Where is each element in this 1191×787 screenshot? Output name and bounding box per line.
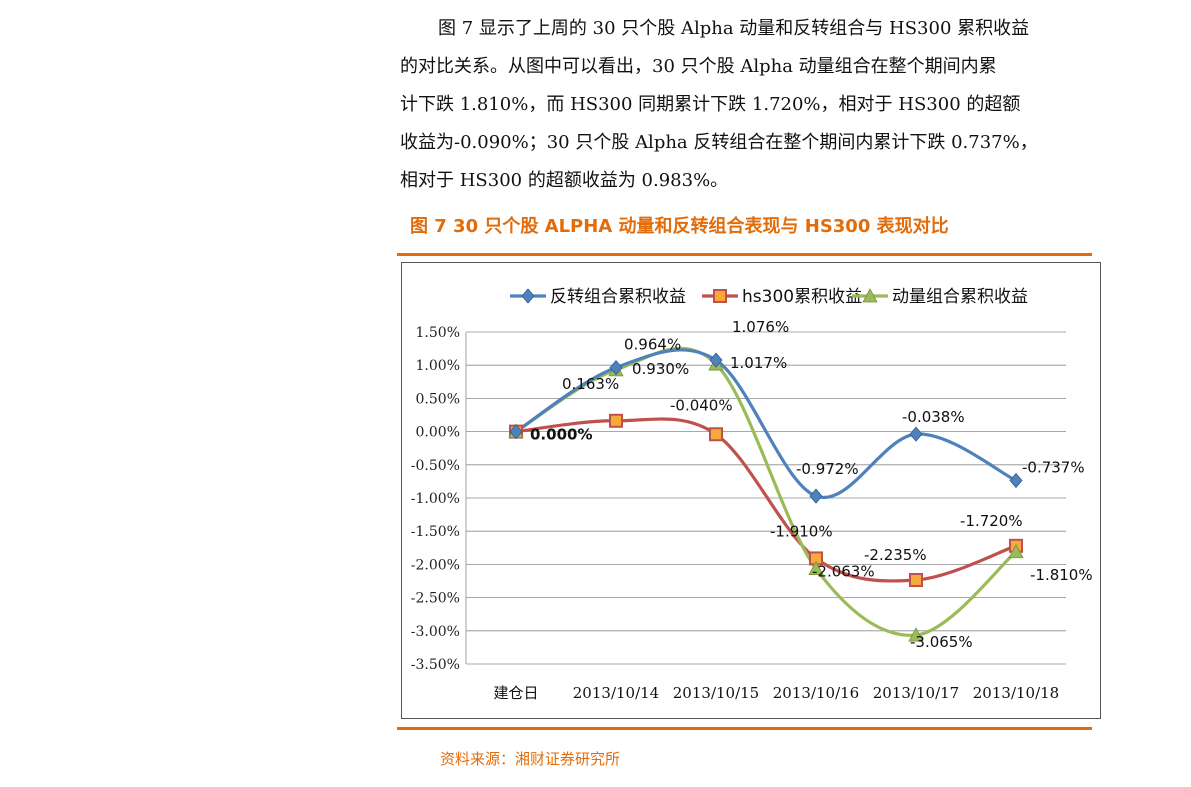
x-tick-label: 建仓日	[493, 684, 538, 702]
data-point	[909, 426, 923, 442]
data-point	[909, 573, 923, 588]
y-tick-label: 1.00%	[416, 358, 460, 374]
data-label: 1.076%	[732, 318, 789, 336]
data-label: -1.910%	[770, 522, 833, 540]
data-label: -2.063%	[812, 563, 875, 581]
data-label: -3.065%	[910, 633, 973, 651]
data-point	[908, 627, 924, 642]
data-label: -1.810%	[1030, 566, 1093, 584]
x-tick-label: 2013/10/16	[773, 684, 859, 702]
source-note: 资料来源：湘财证券研究所	[440, 748, 620, 769]
data-label: 0.964%	[624, 336, 681, 354]
source-rule	[397, 727, 1092, 730]
data-point	[809, 488, 823, 504]
data-label: -1.720%	[960, 512, 1023, 530]
y-tick-label: 0.50%	[416, 391, 460, 407]
y-tick-label: -2.00%	[411, 557, 460, 573]
y-tick-label: -2.50%	[411, 591, 460, 607]
data-label: -0.972%	[796, 460, 859, 478]
report-paragraph: 图 7 显示了上周的 30 只个股 Alpha 动量和反转组合与 HS300 累…	[400, 10, 1100, 200]
data-label: 0.930%	[632, 360, 689, 378]
line-chart: 反转组合累积收益 hs300累积收益 动量组合累积收益 1.50% 1.00% 0.50…	[411, 287, 1093, 702]
data-label: -0.038%	[902, 408, 965, 426]
legend-marker	[521, 288, 535, 304]
legend-label: 反转组合累积收益	[550, 287, 686, 307]
x-tick-label: 2013/10/18	[973, 684, 1059, 702]
x-tick-label: 2013/10/15	[673, 684, 759, 702]
y-tick-label: -0.50%	[411, 458, 460, 474]
y-tick-label: 1.50%	[416, 325, 460, 341]
data-label: -0.040%	[670, 396, 733, 414]
data-point	[1008, 543, 1024, 559]
caption-rule	[397, 253, 1092, 256]
data-label: 0.163%	[562, 375, 619, 393]
figure-caption: 图 7 30 只个股 ALPHA 动量和反转组合表现与 HS300 表现对比	[410, 216, 949, 237]
data-point	[709, 352, 723, 368]
data-label: -2.235%	[864, 546, 927, 564]
data-point	[609, 359, 623, 376]
series-line	[514, 417, 1018, 583]
legend-marker	[713, 289, 727, 303]
legend-label: 动量组合累积收益	[892, 287, 1028, 307]
data-label: 1.017%	[730, 354, 787, 372]
y-tick-label: -3.00%	[411, 624, 460, 640]
data-point	[1009, 472, 1023, 489]
legend-marker	[862, 288, 878, 303]
data-point	[808, 560, 824, 575]
y-tick-label: -3.50%	[411, 657, 460, 673]
x-tick-label: 2013/10/17	[873, 684, 959, 702]
paragraph-line: 的对比关系。从图中可以看出，30 只个股 Alpha 动量组合在整个期间内累	[400, 56, 997, 77]
y-tick-label: -1.50%	[411, 524, 460, 540]
data-point	[709, 427, 723, 442]
y-tick-label: 0.00%	[416, 425, 460, 441]
paragraph-line: 计下跌 1.810%，而 HS300 同期累计下跌 1.720%，相对于 HS3…	[400, 94, 1021, 115]
paragraph-line: 收益为-0.090%；30 只个股 Alpha 反转组合在整个期间内累计下跌 0…	[400, 132, 1038, 153]
data-label: -0.737%	[1022, 459, 1085, 477]
legend-label: hs300累积收益	[742, 287, 862, 307]
paragraph-line: 图 7 显示了上周的 30 只个股 Alpha 动量和反转组合与 HS300 累…	[438, 18, 1030, 39]
source-text: 湘财证券研究所	[515, 750, 621, 768]
x-tick-label: 2013/10/14	[573, 684, 659, 702]
paragraph-line: 相对于 HS300 的超额收益为 0.983%。	[400, 170, 729, 191]
source-label: 资料来源：	[440, 750, 516, 768]
data-point	[609, 413, 623, 428]
y-tick-label: -1.00%	[411, 491, 460, 507]
data-point	[509, 423, 523, 440]
chart-frame: 反转组合累积收益 hs300累积收益 动量组合累积收益 1.50% 1.00% 0.50…	[401, 262, 1101, 719]
data-label: 0.000%	[530, 426, 592, 444]
